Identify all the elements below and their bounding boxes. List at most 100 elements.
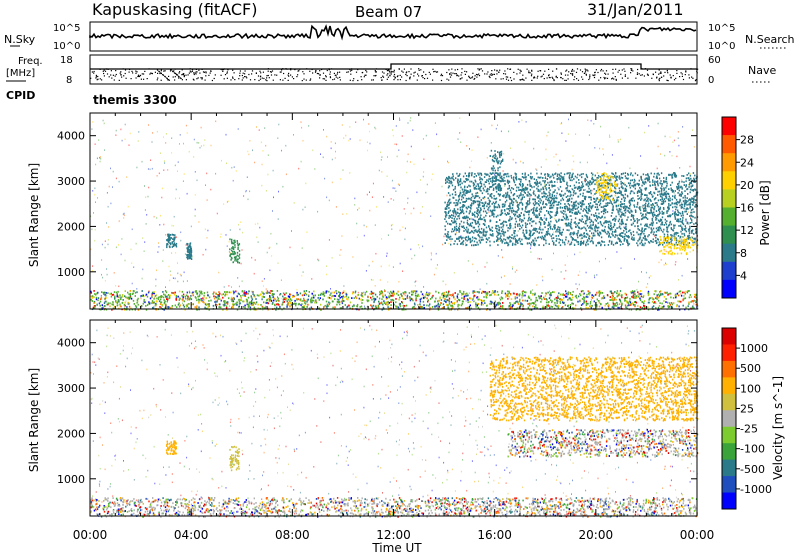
sparse-echo: [200, 145, 202, 147]
freq-point: [185, 74, 187, 76]
sparse-echo: [94, 143, 96, 145]
sparse-echo: [186, 192, 188, 195]
sparse-echo: [381, 171, 383, 173]
sparse-echo: [197, 429, 199, 431]
sparse-echo: [116, 365, 118, 367]
sparse-echo: [99, 480, 101, 483]
freq-point: [270, 71, 272, 73]
sparse-echo: [399, 306, 401, 309]
freq-point: [461, 77, 463, 79]
freq-point: [251, 73, 253, 75]
freq-point: [418, 68, 420, 70]
sparse-echo: [576, 288, 578, 290]
sparse-echo: [188, 468, 190, 470]
sparse-echo: [302, 139, 304, 142]
sparse-echo: [296, 448, 298, 450]
sparse-echo: [435, 252, 437, 255]
sparse-echo: [141, 277, 143, 280]
time-tick-label: 00:00: [680, 528, 715, 542]
freq-point: [478, 69, 480, 71]
sparse-echo: [371, 355, 373, 358]
freq-point: [179, 77, 181, 79]
sparse-echo: [104, 246, 106, 249]
sparse-echo: [363, 118, 364, 121]
sparse-echo: [214, 399, 216, 401]
freq-point: [573, 79, 575, 81]
echo-region-1: [165, 440, 177, 455]
sparse-echo: [136, 166, 138, 169]
sparse-echo: [155, 278, 157, 281]
freq-point: [531, 73, 533, 75]
sparse-echo: [182, 280, 184, 283]
sparse-echo: [378, 417, 380, 419]
y-tick-label: 1000: [57, 473, 85, 486]
sparse-echo: [200, 413, 202, 416]
sparse-echo: [364, 305, 365, 308]
sparse-echo: [253, 330, 255, 332]
freq-point: [696, 69, 698, 71]
sparse-echo: [236, 388, 238, 390]
sparse-echo: [579, 343, 581, 346]
sparse-echo: [687, 332, 689, 335]
freq-point: [191, 69, 194, 71]
freq-point: [239, 70, 241, 72]
freq-point: [322, 78, 324, 80]
freq-point: [319, 74, 321, 76]
sparse-echo: [123, 460, 124, 462]
freq-point: [405, 73, 407, 76]
sparse-echo: [179, 462, 181, 464]
sparse-echo: [342, 380, 344, 383]
sparse-echo: [670, 465, 672, 468]
sparse-echo: [411, 414, 413, 416]
sparse-echo: [229, 421, 231, 424]
freq-point: [459, 78, 461, 80]
sparse-echo: [285, 445, 287, 448]
sparse-echo: [179, 197, 180, 199]
freq-point: [393, 69, 395, 71]
sparse-echo: [252, 307, 254, 310]
sparse-echo: [570, 451, 572, 454]
sparse-echo: [452, 370, 453, 372]
freq-point: [393, 71, 395, 73]
sparse-echo: [380, 159, 382, 161]
sparse-echo: [636, 461, 638, 464]
sparse-echo: [241, 381, 242, 384]
freq-point: [675, 77, 677, 79]
freq-point: [498, 71, 500, 73]
sparse-echo: [398, 184, 400, 186]
freq-point: [597, 71, 599, 74]
sparse-echo: [391, 179, 393, 182]
freq-point: [389, 75, 391, 77]
colorbar-segment: [722, 117, 736, 136]
sparse-echo: [481, 338, 483, 341]
sparse-echo: [94, 361, 96, 363]
freq-point: [507, 79, 510, 81]
sparse-echo: [195, 346, 197, 348]
sparse-echo: [617, 203, 619, 206]
sparse-echo: [515, 201, 517, 203]
sparse-echo: [392, 495, 393, 497]
sparse-echo: [395, 190, 397, 192]
freq-point: [555, 76, 557, 78]
freq-point: [242, 72, 244, 74]
sparse-echo: [554, 324, 556, 327]
sparse-echo: [648, 125, 650, 127]
sparse-echo: [245, 190, 247, 192]
sparse-echo: [553, 350, 555, 352]
sparse-echo: [577, 274, 579, 276]
sparse-echo: [374, 224, 376, 226]
sparse-echo: [388, 397, 390, 399]
sparse-echo: [227, 403, 229, 406]
sparse-echo: [507, 492, 509, 495]
sparse-echo: [399, 229, 401, 232]
sparse-echo: [240, 395, 241, 397]
freq-point: [276, 74, 278, 76]
sparse-echo: [454, 342, 456, 344]
sparse-echo: [457, 333, 458, 335]
sparse-echo: [415, 400, 416, 402]
velocity-x-axis: [89, 320, 698, 516]
sparse-echo: [263, 451, 265, 454]
sparse-echo: [135, 242, 137, 245]
sparse-echo: [402, 337, 403, 340]
sparse-echo: [226, 162, 227, 165]
